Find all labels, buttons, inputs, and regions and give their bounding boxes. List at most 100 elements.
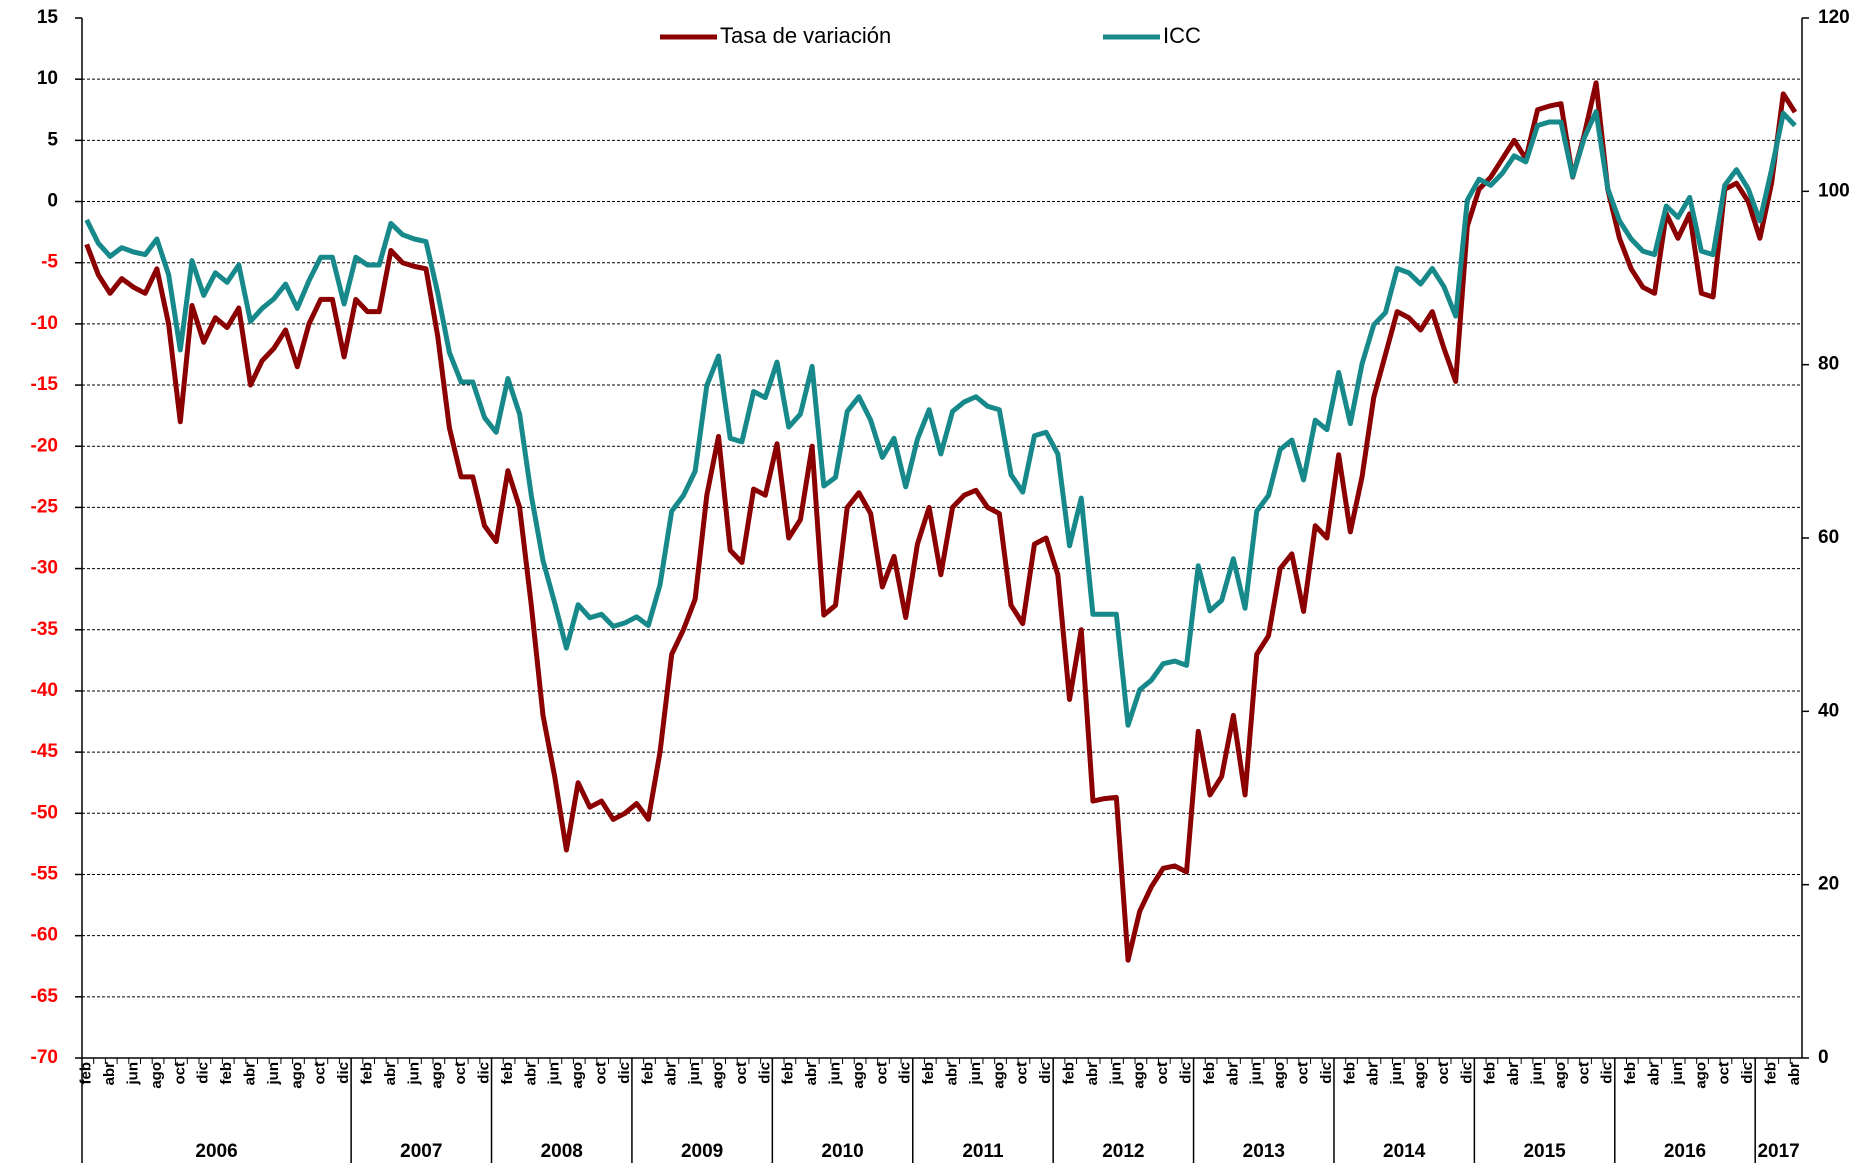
x-tick-label: ago: [1271, 1062, 1288, 1089]
x-tick-label: oct: [873, 1062, 890, 1085]
x-tick-label: abr: [101, 1062, 118, 1086]
x-tick-label: abr: [1505, 1062, 1522, 1086]
x-tick-label: dic: [1037, 1062, 1054, 1084]
legend-label: ICC: [1163, 23, 1201, 48]
year-label: 2012: [1102, 1141, 1144, 1162]
x-tick-label: feb: [1341, 1062, 1358, 1085]
x-tick-label: feb: [1061, 1062, 1078, 1085]
x-tick-label: feb: [78, 1062, 95, 1085]
x-tick-label: dic: [475, 1062, 492, 1084]
x-tick-label: ago: [429, 1062, 446, 1089]
y-tick-label: -50: [31, 802, 58, 823]
x-tick-label: jun: [967, 1062, 984, 1086]
x-tick-label: abr: [1224, 1062, 1241, 1086]
x-tick-label: oct: [171, 1062, 188, 1085]
x-tick-label: dic: [1599, 1062, 1616, 1084]
x-tick-label: abr: [1365, 1062, 1382, 1086]
x-tick-label: feb: [1482, 1062, 1499, 1085]
y-tick-label: -5: [41, 252, 58, 273]
x-tick-label: ago: [1552, 1062, 1569, 1089]
series-line: [84, 109, 1797, 728]
x-tick-label: abr: [1646, 1062, 1663, 1086]
x-tick-label: feb: [499, 1062, 516, 1085]
y-tick-label: 0: [47, 191, 58, 212]
x-tick-label: abr: [943, 1062, 960, 1086]
y2-tick-label: 0: [1818, 1047, 1829, 1068]
x-tick-label: abr: [1084, 1062, 1101, 1086]
y-tick-label: -40: [31, 680, 58, 701]
y2-tick-label: 80: [1818, 354, 1839, 375]
x-tick-label: jun: [686, 1062, 703, 1086]
x-tick-label: jun: [546, 1062, 563, 1086]
y2-tick-label: 60: [1818, 527, 1839, 548]
y-tick-label: -20: [31, 435, 58, 456]
year-label: 2006: [195, 1141, 237, 1162]
x-tick-label: feb: [920, 1062, 937, 1085]
x-tick-label: dic: [1318, 1062, 1335, 1084]
year-label: 2015: [1523, 1141, 1566, 1162]
y-tick-label: -65: [31, 986, 59, 1007]
x-tick-label: dic: [616, 1062, 633, 1084]
x-tick-label: feb: [780, 1062, 797, 1085]
year-label: 2009: [681, 1141, 723, 1162]
x-tick-label: oct: [312, 1062, 329, 1085]
y-tick-label: -30: [31, 558, 58, 579]
x-tick-label: dic: [756, 1062, 773, 1084]
year-label: 2008: [541, 1141, 583, 1162]
year-label: 2014: [1383, 1141, 1426, 1162]
y-tick-label: -60: [31, 925, 58, 946]
year-label: 2013: [1243, 1141, 1285, 1162]
x-tick-label: jun: [1107, 1062, 1124, 1086]
y-tick-label: 10: [37, 68, 58, 89]
x-tick-label: feb: [1763, 1062, 1780, 1085]
x-tick-label: feb: [639, 1062, 656, 1085]
y2-tick-label: 20: [1818, 874, 1839, 895]
x-tick-label: oct: [452, 1062, 469, 1085]
x-tick-label: ago: [569, 1062, 586, 1089]
x-tick-label: oct: [1435, 1062, 1452, 1085]
x-tick-label: dic: [335, 1062, 352, 1084]
x-tick-label: feb: [218, 1062, 235, 1085]
y-tick-label: -45: [31, 741, 59, 762]
y-tick-label: -15: [31, 374, 59, 395]
x-tick-label: ago: [990, 1062, 1007, 1089]
x-tick-label: oct: [1716, 1062, 1733, 1085]
x-tick-label: jun: [1248, 1062, 1265, 1086]
x-tick-label: ago: [1692, 1062, 1709, 1089]
x-tick-label: ago: [1412, 1062, 1429, 1089]
x-tick-label: ago: [148, 1062, 165, 1089]
x-tick-label: jun: [826, 1062, 843, 1086]
x-tick-label: oct: [733, 1062, 750, 1085]
y-tick-label: -10: [31, 313, 58, 334]
y-tick-label: 15: [37, 7, 59, 28]
year-label: 2011: [962, 1141, 1004, 1162]
year-label: 2010: [821, 1141, 863, 1162]
year-label: 2007: [400, 1141, 442, 1162]
y2-tick-label: 40: [1818, 700, 1839, 721]
x-tick-label: dic: [1178, 1062, 1195, 1084]
x-tick-label: ago: [1131, 1062, 1148, 1089]
x-tick-label: dic: [1739, 1062, 1756, 1084]
x-tick-label: oct: [592, 1062, 609, 1085]
legend-label: Tasa de variación: [720, 23, 891, 48]
y-tick-label: 5: [47, 129, 58, 150]
x-tick-label: abr: [522, 1062, 539, 1086]
year-label: 2016: [1664, 1141, 1706, 1162]
x-tick-label: feb: [1201, 1062, 1218, 1085]
x-tick-label: dic: [1458, 1062, 1475, 1084]
x-tick-label: jun: [124, 1062, 141, 1086]
x-tick-label: oct: [1154, 1062, 1171, 1085]
x-tick-label: oct: [1014, 1062, 1031, 1085]
x-tick-label: jun: [405, 1062, 422, 1086]
series-line: [84, 80, 1798, 963]
x-tick-label: jun: [265, 1062, 282, 1086]
x-tick-label: ago: [288, 1062, 305, 1089]
y-tick-label: -70: [31, 1047, 58, 1068]
y-tick-label: -35: [31, 619, 59, 640]
y2-tick-label: 120: [1818, 7, 1850, 28]
x-tick-label: oct: [1575, 1062, 1592, 1085]
x-tick-label: ago: [709, 1062, 726, 1089]
x-tick-label: jun: [1669, 1062, 1686, 1086]
